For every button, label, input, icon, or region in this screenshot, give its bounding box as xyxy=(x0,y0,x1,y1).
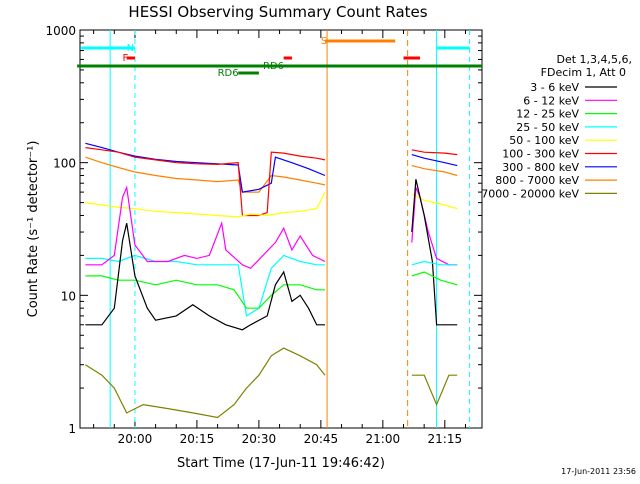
series-line-6-12-kev xyxy=(85,185,326,270)
legend-entry-label: 7000 - 20000 keV xyxy=(481,187,579,200)
series-line-after-gap-7000-20000-kev xyxy=(411,374,458,407)
legend-header: Det 1,3,4,5,6, xyxy=(556,53,632,66)
series-line-25-50-kev xyxy=(85,254,325,317)
x-tick-label: 20:45 xyxy=(304,432,339,446)
x-tick-label: 20:30 xyxy=(242,432,277,446)
series-lines xyxy=(85,142,458,419)
series-line-after-gap-50-100-kev xyxy=(411,193,458,210)
legend-entry-label: 12 - 25 keV xyxy=(516,108,579,121)
series-line-800-7000-kev xyxy=(85,156,326,193)
series-line-50-100-kev xyxy=(85,191,326,218)
series-line-7000-20000-kev xyxy=(85,347,326,419)
legend: Det 1,3,4,5,6,FDecim 1, Att 0 3 - 6 keV6 … xyxy=(481,53,632,200)
legend-entry-label: 800 - 7000 keV xyxy=(495,174,579,187)
x-tick-label: 20:15 xyxy=(180,432,215,446)
legend-entry-label: 25 - 50 keV xyxy=(516,121,579,134)
legend-entry-label: 50 - 100 keV xyxy=(509,134,579,147)
y-tick-label: 10 xyxy=(61,289,76,303)
legend-entry-label: 100 - 300 keV xyxy=(502,148,579,161)
axes: 20:00 20:15 20:30 20:45 21:00 21:15 1 10 100 1000 xyxy=(45,24,483,446)
series-line-after-gap-300-800-kev xyxy=(411,154,458,167)
series-line-after-gap-100-300-kev xyxy=(411,149,458,156)
y-tick-label: 1 xyxy=(68,422,76,436)
series-line-12-25-kev xyxy=(85,275,325,309)
annotation-bars: N S F RD6 RD6 xyxy=(77,30,482,428)
legend-header: FDecim 1, Att 0 xyxy=(541,66,626,79)
annotation-label-rd6: RD6 xyxy=(263,61,284,72)
x-tick-label: 21:15 xyxy=(428,432,463,446)
annotation-label-s: S xyxy=(321,36,327,47)
legend-entry-label: 6 - 12 keV xyxy=(523,94,579,107)
annotation-label-f: F xyxy=(123,53,129,64)
series-line-after-gap-12-25-kev xyxy=(411,271,458,286)
legend-entry-label: 300 - 800 keV xyxy=(502,161,579,174)
y-tick-label: 1000 xyxy=(45,24,76,38)
timestamp: 17-Jun-2011 23:56 xyxy=(561,467,636,476)
series-line-after-gap-3-6-kev xyxy=(411,179,458,326)
series-line-after-gap-25-50-kev xyxy=(411,260,458,266)
x-tick-label: 21:00 xyxy=(366,432,401,446)
series-line-100-300-kev xyxy=(85,147,326,217)
chart-title: HESSI Observing Summary Count Rates xyxy=(128,3,427,21)
series-line-3-6-kev xyxy=(85,223,325,331)
y-tick-label: 100 xyxy=(53,157,76,171)
annotation-label-rd6: RD6 xyxy=(218,68,239,79)
y-axis-label: Count Rate (s⁻¹ detector⁻¹) xyxy=(26,141,41,318)
legend-entry-label: 3 - 6 keV xyxy=(530,81,579,94)
x-axis-label: Start Time (17-Jun-11 19:46:42) xyxy=(177,456,385,471)
plot-frame xyxy=(79,29,483,429)
x-tick-label: 20:00 xyxy=(118,432,153,446)
series-line-after-gap-800-7000-kev xyxy=(411,165,458,177)
series-line-after-gap-6-12-kev xyxy=(411,187,458,266)
annotation-label-n: N xyxy=(127,43,134,54)
